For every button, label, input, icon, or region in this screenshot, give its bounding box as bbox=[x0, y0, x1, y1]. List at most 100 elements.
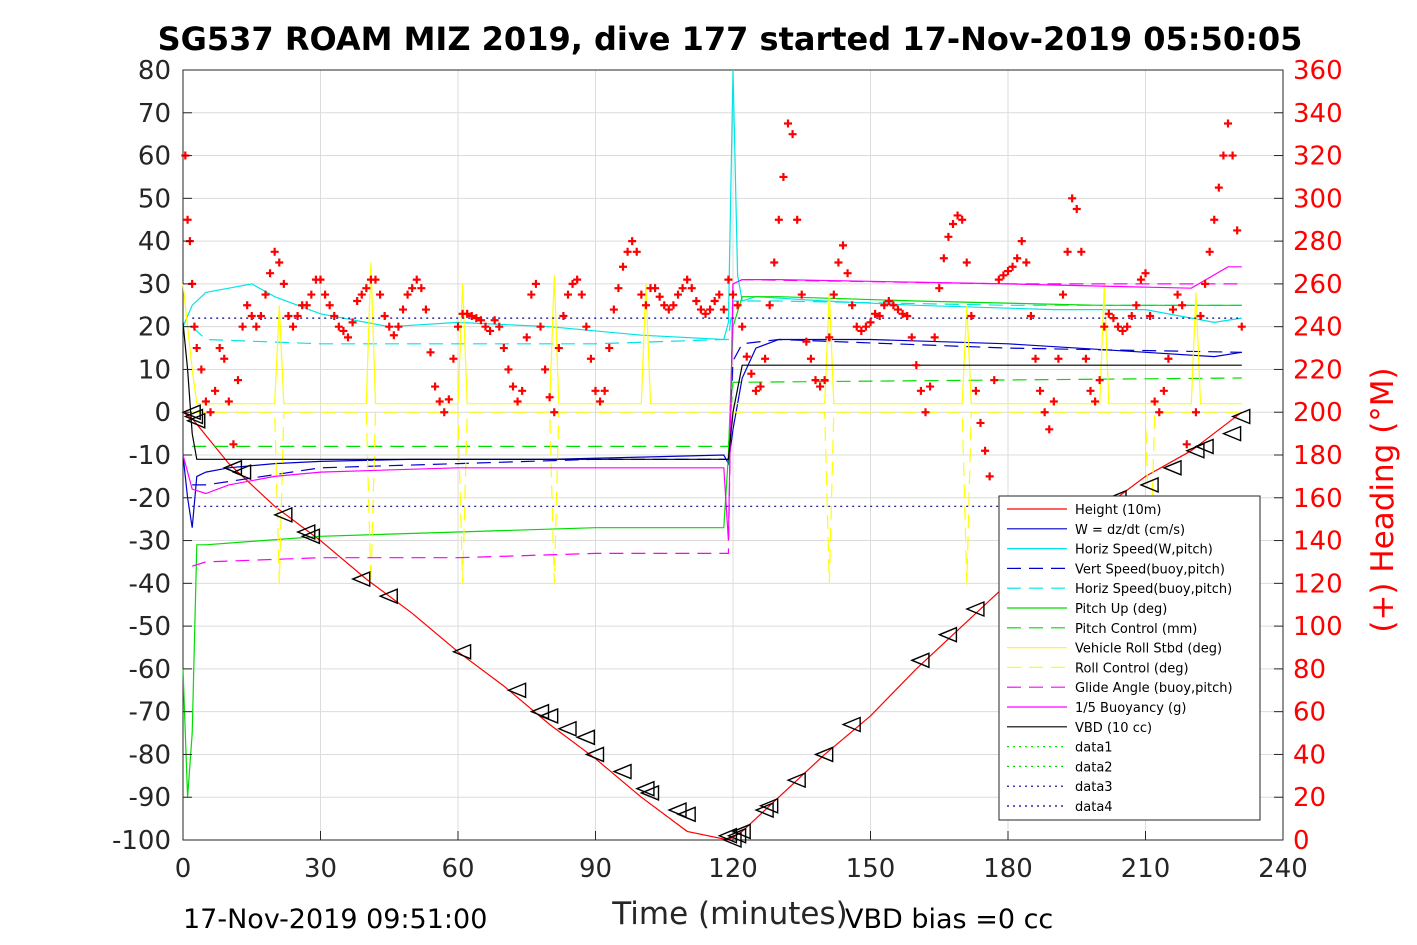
heading-point bbox=[1191, 408, 1200, 417]
heading-point bbox=[1173, 290, 1182, 299]
heading-point bbox=[536, 322, 545, 331]
heading-point bbox=[394, 322, 403, 331]
heading-point bbox=[619, 262, 627, 271]
dive-marker bbox=[350, 571, 371, 588]
heading-point bbox=[1104, 309, 1113, 318]
heading-point bbox=[751, 386, 760, 395]
dive-marker bbox=[295, 523, 316, 541]
heading-point bbox=[197, 365, 206, 374]
heading-point bbox=[1159, 386, 1168, 395]
heading-point bbox=[1169, 305, 1177, 314]
series-line bbox=[182, 338, 1242, 528]
dive-marker bbox=[557, 720, 577, 737]
heading-point bbox=[683, 275, 692, 284]
heading-point bbox=[266, 269, 275, 278]
heading-point bbox=[605, 344, 614, 353]
y-right-tick-label: 260 bbox=[1293, 270, 1343, 300]
heading-point bbox=[229, 440, 238, 449]
heading-point bbox=[614, 284, 623, 293]
y-tick-label: -80 bbox=[129, 740, 171, 770]
heading-point bbox=[1205, 247, 1214, 256]
legend-label: Pitch Control (mm) bbox=[1075, 622, 1197, 637]
dive-marker bbox=[667, 802, 687, 819]
y-tick-label: -20 bbox=[129, 484, 171, 514]
heading-point bbox=[637, 290, 646, 299]
heading-point bbox=[431, 382, 440, 391]
heading-point bbox=[550, 408, 559, 417]
heading-point bbox=[706, 305, 715, 314]
heading-point bbox=[664, 305, 673, 314]
heading-point bbox=[316, 275, 325, 284]
heading-point bbox=[944, 232, 953, 241]
heading-point bbox=[243, 301, 252, 310]
heading-point bbox=[554, 344, 563, 353]
heading-point bbox=[307, 290, 316, 299]
heading-point bbox=[949, 220, 957, 228]
y-right-tick-label: 140 bbox=[1293, 527, 1343, 557]
legend: Height (10m) W = dz/dt (cm/s) Horiz Speed(… bbox=[998, 495, 1261, 821]
heading-point bbox=[1049, 397, 1058, 406]
chart-title: SG537 ROAM MIZ 2019, dive 177 started 17… bbox=[158, 20, 1303, 58]
y-right-tick-label: 80 bbox=[1293, 655, 1326, 685]
heading-point bbox=[609, 305, 618, 314]
heading-point bbox=[399, 305, 407, 314]
heading-point bbox=[632, 247, 641, 256]
heading-point bbox=[738, 322, 747, 331]
heading-point bbox=[1004, 267, 1012, 276]
heading-point bbox=[871, 309, 880, 318]
heading-point bbox=[1136, 275, 1145, 284]
legend-label: data4 bbox=[1075, 800, 1113, 815]
y-tick-label: 10 bbox=[138, 355, 171, 385]
heading-point bbox=[509, 382, 517, 391]
heading-point bbox=[811, 376, 820, 385]
heading-point bbox=[779, 172, 788, 181]
dive-marker bbox=[639, 784, 660, 801]
heading-point bbox=[1114, 322, 1122, 331]
heading-point bbox=[1146, 311, 1155, 320]
series-layer bbox=[182, 69, 1243, 841]
heading-point bbox=[211, 386, 220, 395]
heading-point bbox=[866, 318, 875, 327]
legend-label: Roll Control (deg) bbox=[1075, 661, 1189, 676]
heading-point bbox=[710, 297, 719, 305]
heading-point bbox=[256, 311, 265, 320]
heading-point bbox=[678, 284, 687, 293]
heading-point bbox=[999, 271, 1008, 280]
dive-marker bbox=[731, 823, 751, 840]
y-right-tick-label: 340 bbox=[1293, 99, 1343, 129]
heading-point bbox=[192, 344, 201, 353]
heading-point bbox=[729, 290, 737, 299]
heading-point bbox=[1031, 354, 1040, 363]
heading-point bbox=[220, 354, 229, 363]
heading-point bbox=[884, 297, 893, 305]
heading-point bbox=[284, 311, 293, 320]
heading-point bbox=[417, 284, 426, 293]
heading-point bbox=[421, 305, 430, 314]
legend-label: VBD (10 cc) bbox=[1075, 721, 1152, 736]
heading-point bbox=[380, 311, 389, 320]
heading-point bbox=[206, 408, 215, 417]
heading-point bbox=[861, 322, 870, 331]
heading-point bbox=[1077, 247, 1086, 256]
heading-point bbox=[825, 333, 834, 342]
heading-point bbox=[784, 119, 792, 128]
heading-point bbox=[839, 241, 847, 250]
heading-point bbox=[985, 472, 994, 481]
y-tick-label: -40 bbox=[129, 569, 171, 599]
legend-label: Horiz Speed(buoy,pitch) bbox=[1075, 582, 1232, 597]
dive-marker bbox=[841, 716, 861, 733]
heading-point bbox=[1237, 322, 1246, 331]
heading-point bbox=[353, 297, 362, 305]
heading-point bbox=[1164, 354, 1173, 363]
heading-point bbox=[852, 322, 861, 331]
dive-marker bbox=[1185, 442, 1205, 459]
dive-marker bbox=[506, 682, 527, 699]
heading-point bbox=[1127, 311, 1136, 320]
dive-markers bbox=[181, 404, 1251, 849]
dive-marker bbox=[1194, 438, 1214, 455]
heading-point bbox=[715, 290, 724, 299]
heading-point bbox=[279, 279, 288, 288]
heading-point bbox=[504, 365, 513, 374]
heading-point bbox=[990, 376, 999, 385]
